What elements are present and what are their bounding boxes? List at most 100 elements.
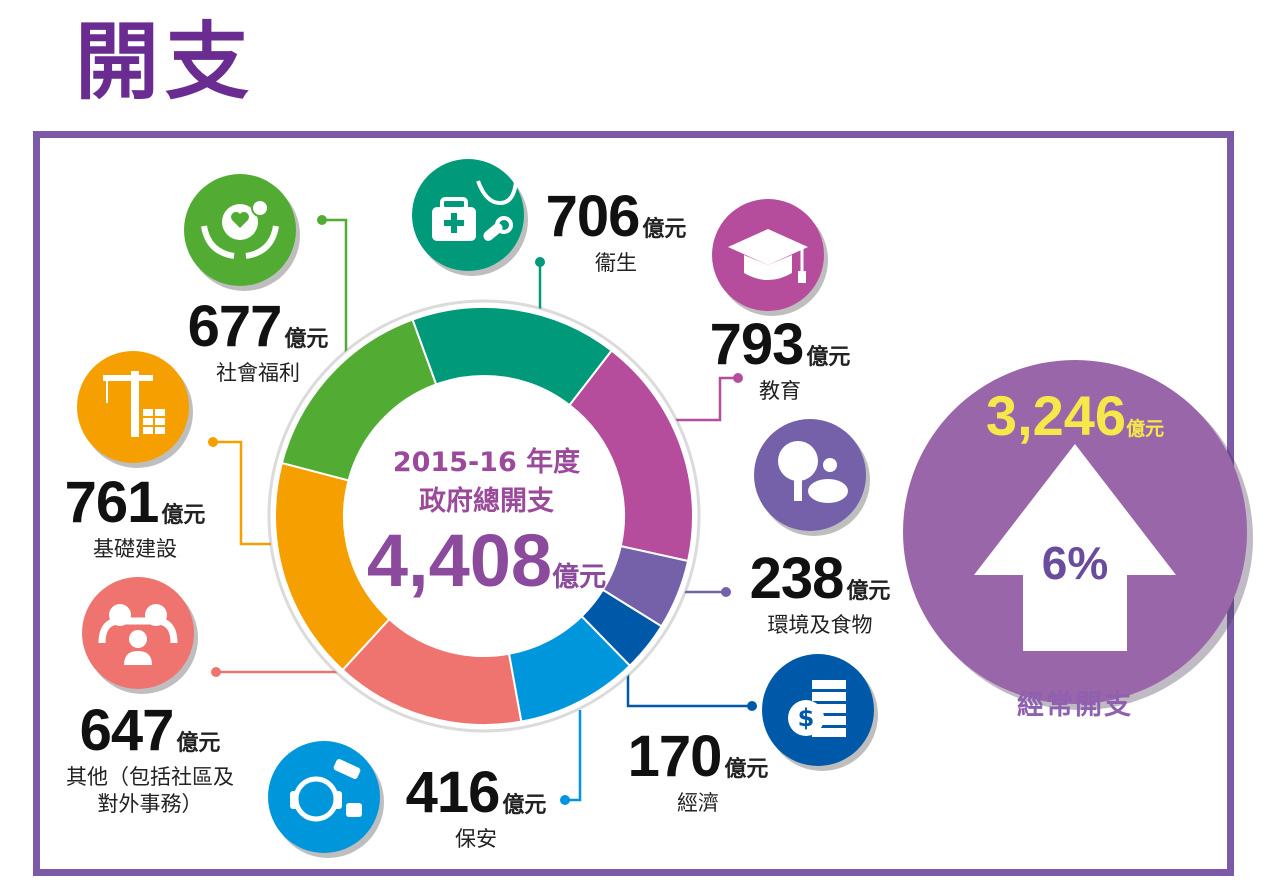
- crane-jib: [103, 375, 153, 381]
- donut-slice-8: [280, 318, 438, 482]
- value-health: 706: [545, 184, 641, 249]
- cap-tassel-end: [798, 271, 806, 283]
- recurrent-unit: 億元: [1126, 418, 1165, 440]
- unit-economy: 億元: [724, 757, 769, 782]
- leader-line-8: [322, 218, 348, 352]
- center-caption: 政府總開支: [419, 486, 554, 517]
- unit-security: 億元: [502, 793, 547, 818]
- coin-bar: [812, 716, 846, 725]
- crane-icon: [77, 351, 193, 468]
- donut-ring: [267, 299, 701, 733]
- category-others-line2: 對外事務）: [97, 792, 203, 817]
- unit-health: 億元: [642, 217, 687, 242]
- cap-base: [744, 255, 792, 280]
- label-social-welfare: 677 億元 社會福利: [178, 298, 338, 387]
- brick: [155, 427, 165, 434]
- category-others-line1: 其他（包括社區及: [66, 765, 234, 789]
- recurrent-amount: 3,246億元: [950, 388, 1200, 444]
- label-security: 416 億元 保安: [396, 764, 556, 853]
- category-infrastructure: 基礎建設: [93, 537, 177, 561]
- label-education: 793 億元 教育: [700, 316, 860, 405]
- center-total-unit: 億元: [552, 562, 607, 593]
- leader-dot-1: [535, 257, 545, 267]
- category-economy: 經濟: [677, 791, 719, 815]
- hands: [201, 225, 279, 259]
- pill: [483, 223, 503, 241]
- leader-dot-7: [208, 437, 218, 447]
- caring-hands-icon: [184, 174, 300, 291]
- graduation-cap-icon: [712, 199, 828, 316]
- unit-environment-food: 億元: [846, 579, 891, 604]
- tree-pig-icon: [754, 419, 870, 536]
- crane-tower: [131, 371, 139, 437]
- money-stack-icon: $: [762, 654, 878, 771]
- center-total-value: 4,408: [366, 519, 553, 602]
- recurrent-label: 經常開支: [1017, 690, 1133, 721]
- unit-social-welfare: 億元: [284, 327, 329, 352]
- value-infrastructure: 761: [64, 470, 160, 535]
- coin: [788, 700, 824, 736]
- leader-line-5: [565, 710, 582, 802]
- brick: [143, 427, 153, 434]
- value-others: 647: [79, 698, 175, 763]
- label-infrastructure: 761 億元 基礎建設: [55, 474, 215, 563]
- unit-others: 億元: [176, 731, 221, 756]
- category-education: 教育: [759, 379, 801, 403]
- cctv-camera: [333, 759, 361, 779]
- kit-cross-h: [444, 220, 464, 226]
- category-health: 衞生: [595, 251, 637, 275]
- family-icon: [82, 577, 198, 694]
- category-environment-food: 環境及食物: [767, 613, 873, 637]
- tree-trunk: [794, 475, 802, 501]
- recurrent-label-wrap: 經常開支: [990, 683, 1160, 722]
- category-icons: $: [77, 159, 878, 858]
- leader-dot-5: [560, 795, 570, 805]
- label-environment-food: 238 億元 環境及食物: [740, 550, 900, 639]
- child-body: [124, 651, 152, 665]
- brick: [155, 409, 165, 416]
- chicken: [823, 458, 837, 472]
- center-label: 2015-16 年度 政府總開支 4,408億元: [364, 440, 609, 598]
- security-guard-icon: [268, 741, 384, 858]
- leader-dot-2: [733, 373, 743, 383]
- parents-arms: [98, 617, 178, 644]
- value-economy: 170: [627, 724, 723, 789]
- recurrent-value: 3,246: [985, 384, 1127, 447]
- coin-bar: [812, 728, 846, 737]
- label-others: 647 億元 其他（包括社區及 對外事務）: [60, 702, 240, 819]
- leader-line-7: [213, 440, 276, 546]
- stethoscope: [476, 180, 518, 206]
- tree-crown: [778, 441, 818, 481]
- brick: [155, 418, 165, 425]
- headset-right: [334, 791, 342, 809]
- coin-bar: [812, 704, 846, 713]
- cap-top: [728, 229, 808, 265]
- center-total: 4,408億元: [364, 524, 609, 598]
- up-arrow-icon: [974, 444, 1176, 651]
- value-education: 793: [709, 312, 805, 377]
- icon-circle: [268, 741, 380, 853]
- pig-body: [808, 479, 848, 503]
- leader-line-2: [650, 376, 738, 422]
- coin-bar: [812, 692, 846, 701]
- value-social-welfare: 677: [187, 294, 283, 359]
- lock: [346, 803, 362, 817]
- coin-bar: [812, 680, 846, 689]
- unit-education: 億元: [806, 345, 851, 370]
- center-year: 2015-16 年度: [392, 447, 581, 478]
- heart: [231, 211, 249, 228]
- page-title: 開支: [75, 13, 256, 111]
- unit-infrastructure: 億元: [161, 503, 206, 528]
- value-security: 416: [405, 760, 501, 825]
- leader-dot-8: [317, 215, 327, 225]
- category-security: 保安: [455, 827, 497, 851]
- leader-dot-3: [721, 587, 731, 597]
- recurrent-percent: 6%: [1041, 537, 1109, 589]
- brick: [143, 409, 153, 416]
- dollar-sign: $: [798, 704, 815, 732]
- category-social-welfare: 社會福利: [216, 361, 300, 385]
- dollar-coin: [251, 199, 269, 217]
- recurrent-graphic: [903, 360, 1253, 710]
- kit-handle: [440, 197, 468, 211]
